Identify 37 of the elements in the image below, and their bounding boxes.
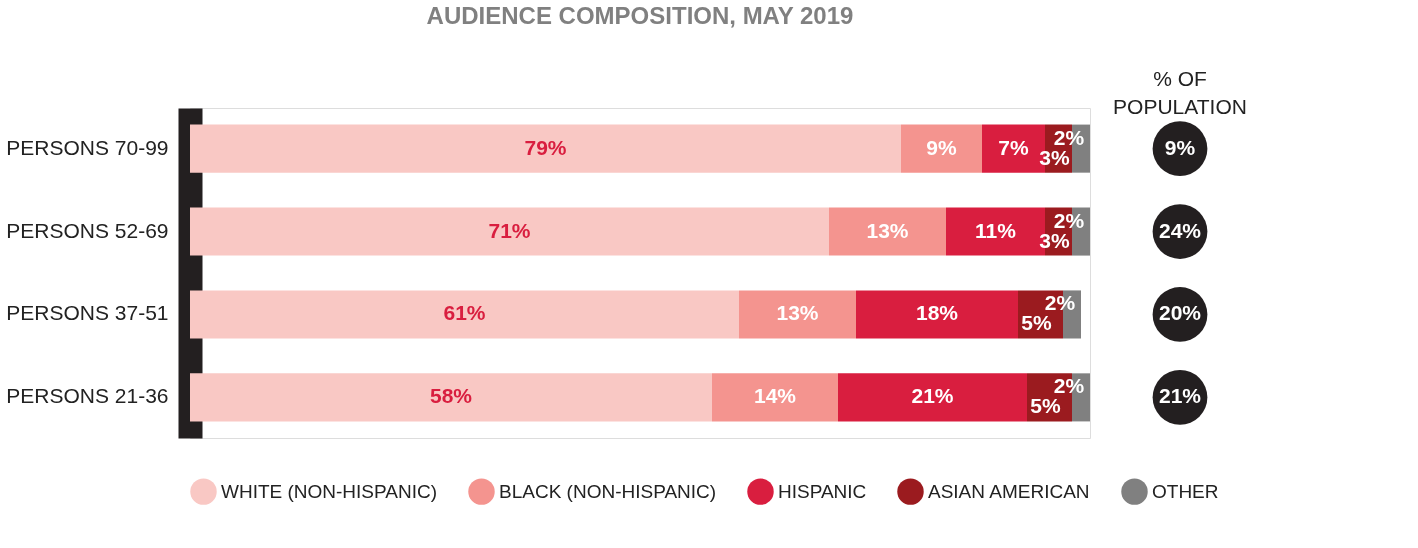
- text: 20%: [1158, 301, 1202, 325]
- text: 21%: [1158, 384, 1202, 408]
- data-label: 14%: [753, 384, 797, 408]
- bar: [712, 373, 838, 422]
- legend-label: BLACK (NON-HISPANIC): [499, 480, 717, 502]
- legend-label: ASIAN AMERICAN: [928, 480, 1090, 502]
- bar: [739, 290, 856, 339]
- bar: [190, 124, 901, 173]
- chart-title: AUDIENCE COMPOSITION, MAY 2019: [426, 2, 854, 29]
- y-tick-label: PERSONS 21-36: [6, 384, 169, 408]
- bar: [190, 373, 712, 422]
- legend-label: HISPANIC: [778, 480, 867, 502]
- legend-label: OTHER: [1152, 480, 1219, 502]
- bar: [190, 207, 829, 256]
- data-label: 61%: [443, 301, 486, 325]
- text: % OF POPULATION: [1113, 67, 1247, 118]
- data-label: 11%: [975, 218, 1017, 242]
- data-label: 18%: [915, 301, 959, 325]
- data-label: 13%: [866, 218, 909, 242]
- bar: [901, 124, 982, 173]
- legend-label: WHITE (NON-HISPANIC): [221, 480, 438, 502]
- text: 24%: [1158, 218, 1202, 242]
- y-tick-label: PERSONS 52-69: [6, 218, 169, 242]
- bar: [190, 290, 739, 339]
- data-label: 79%: [524, 135, 567, 159]
- data-label: 58%: [429, 384, 473, 408]
- data-label: 21%: [911, 384, 954, 408]
- text: 9%: [1164, 135, 1196, 159]
- bar: [829, 207, 946, 256]
- y-tick-label: PERSONS 70-99: [6, 135, 169, 159]
- bar: [838, 373, 1027, 422]
- data-label: 7%: [998, 135, 1029, 159]
- bar: [856, 290, 1018, 339]
- y-tick-label: PERSONS 37-51: [6, 301, 169, 325]
- data-label: 13%: [776, 301, 819, 325]
- data-label: 9%: [926, 135, 957, 159]
- data-label: 71%: [488, 218, 531, 242]
